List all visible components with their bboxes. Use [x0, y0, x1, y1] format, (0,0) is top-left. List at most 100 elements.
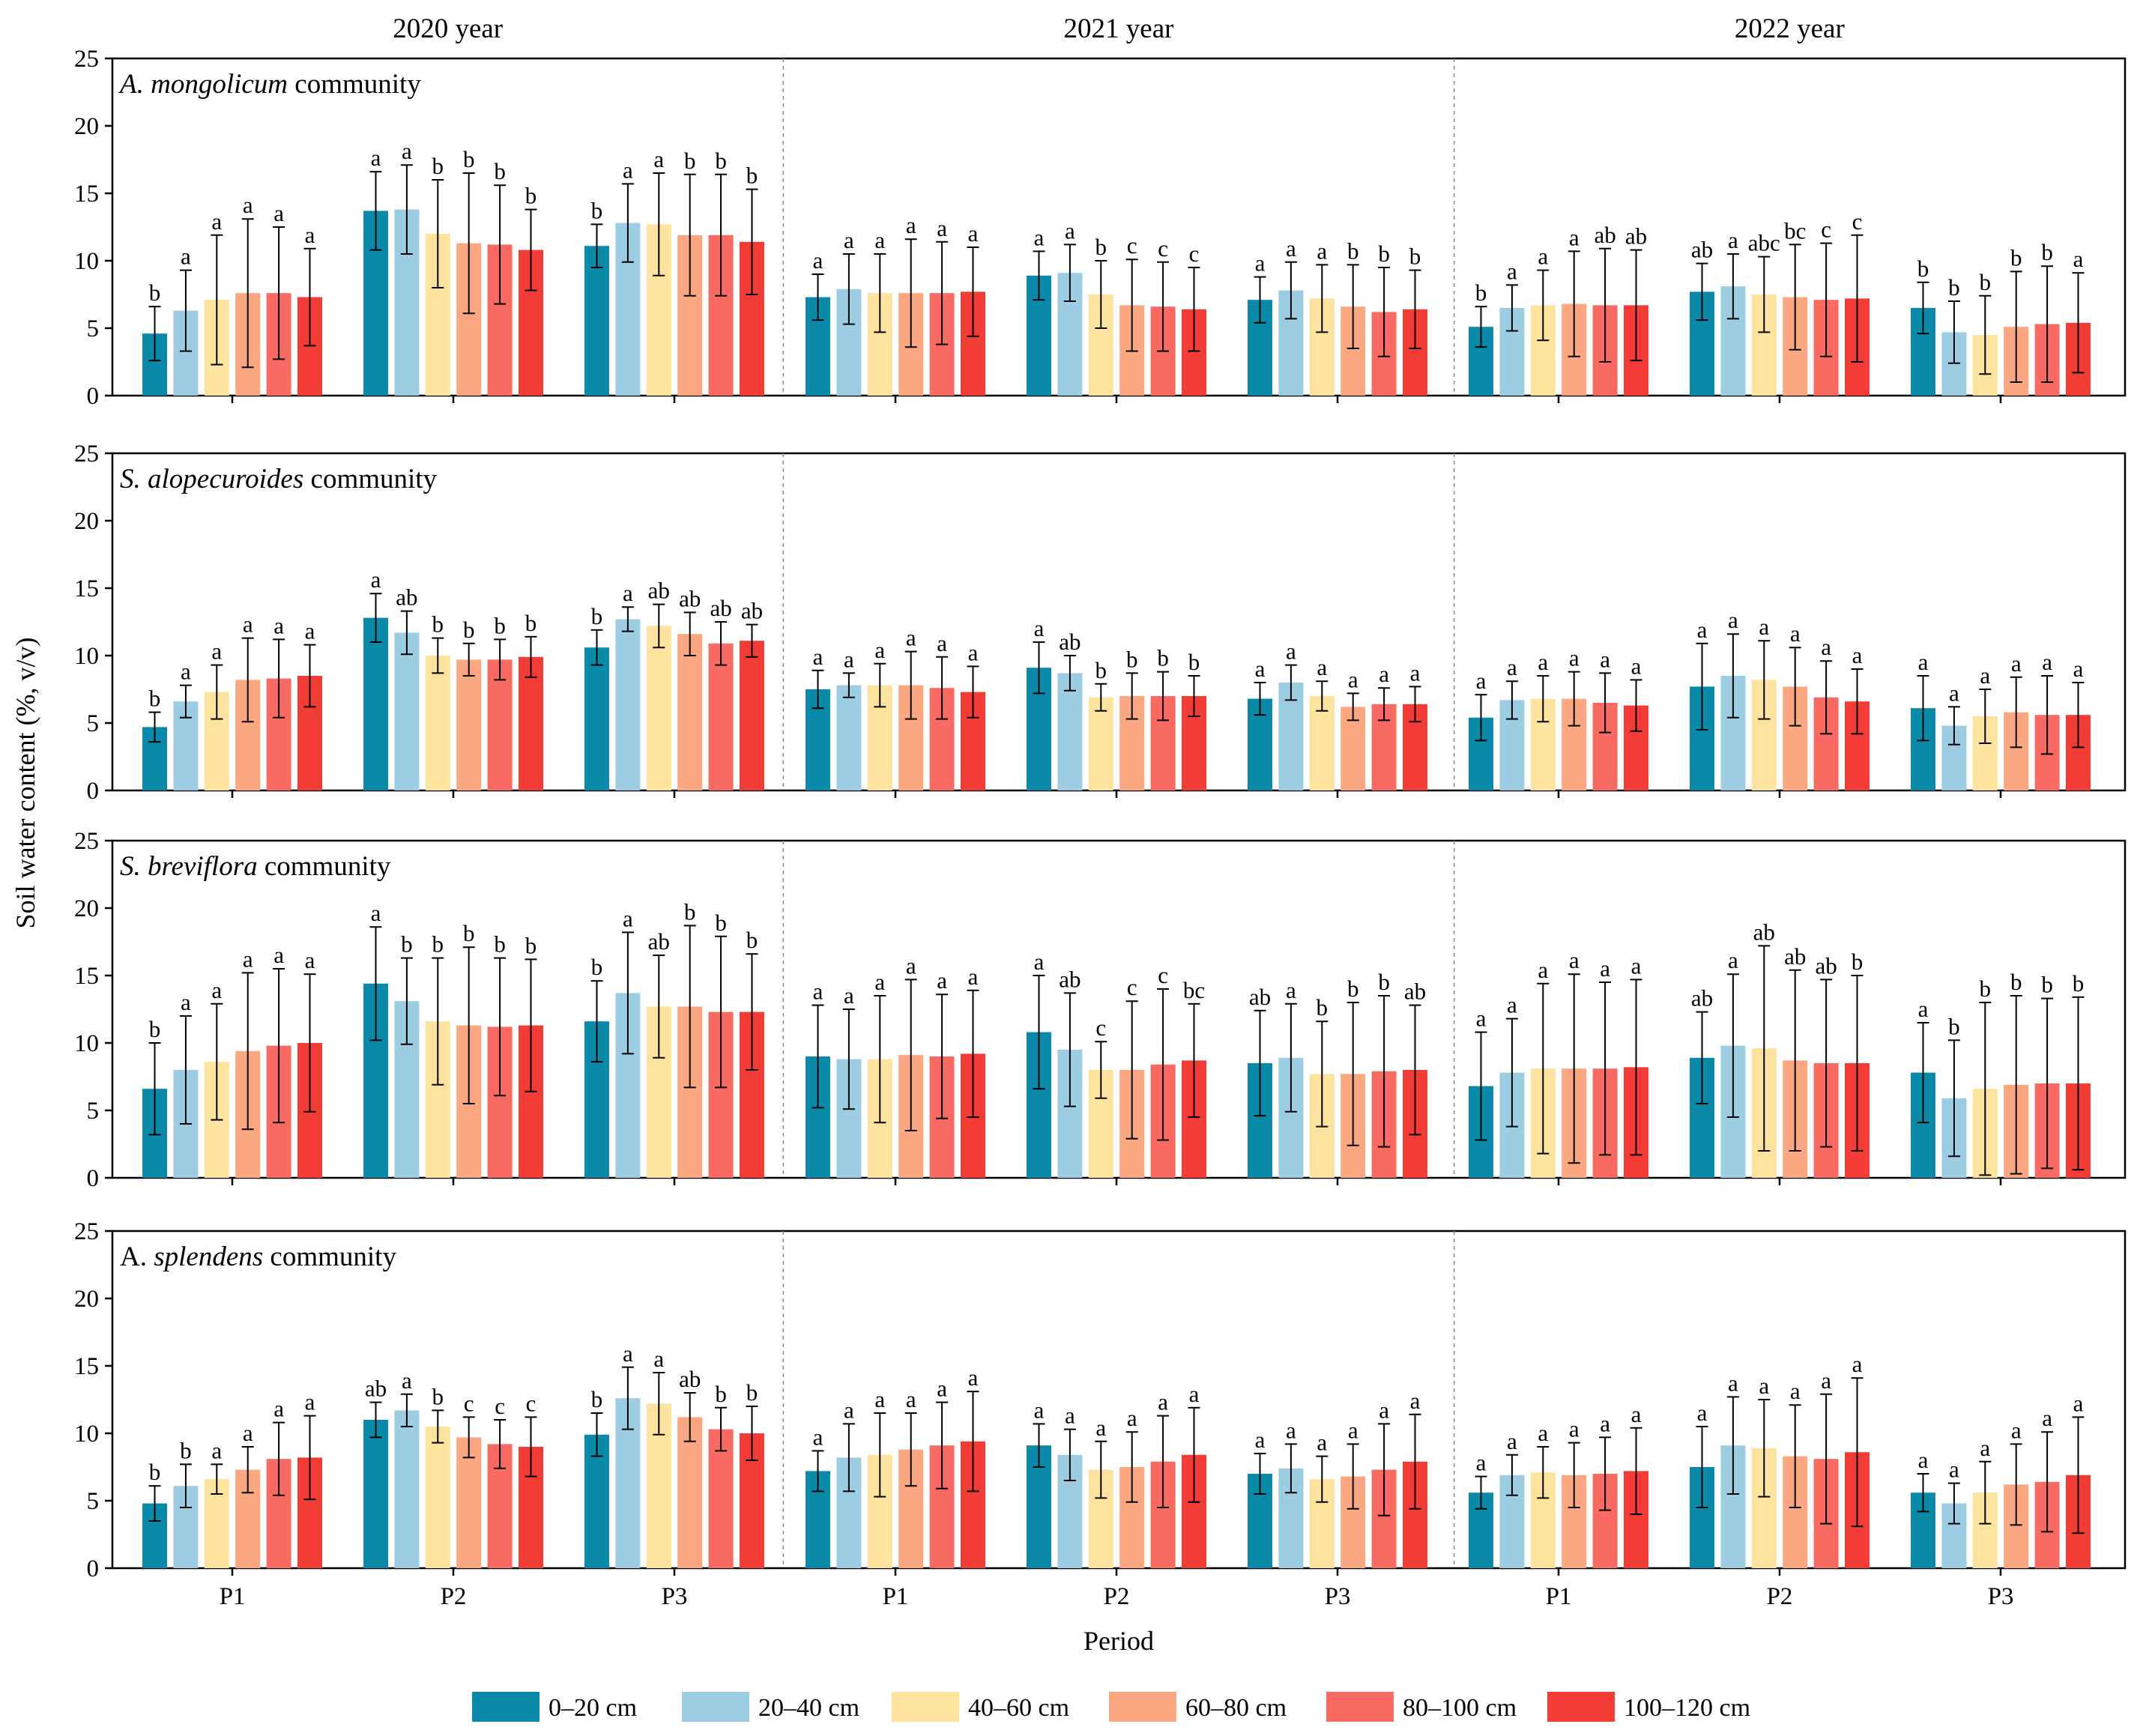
significance-letter: ab	[1691, 985, 1713, 1011]
significance-letter: a	[874, 637, 885, 663]
significance-letter: a	[371, 145, 381, 171]
significance-letter: b	[401, 931, 413, 958]
panel-title-species: S. alopecuroides	[120, 464, 303, 495]
panel-frame	[111, 839, 2127, 1179]
y-tick-label: 25	[74, 1218, 99, 1245]
significance-letter: b	[1095, 657, 1107, 683]
significance-letter: a	[1728, 1370, 1738, 1396]
x-axis-title: Period	[1083, 1626, 1154, 1656]
x-tick-label: P3	[662, 1583, 688, 1610]
y-tick-label: 15	[74, 181, 99, 208]
y-tick-label: 0	[87, 383, 100, 410]
significance-letter: a	[1065, 1403, 1075, 1429]
legend-swatch	[892, 1692, 959, 1722]
significance-letter: a	[1949, 680, 1959, 706]
significance-letter: a	[1759, 1373, 1769, 1399]
significance-letter: a	[1348, 666, 1358, 692]
significance-letter: a	[2011, 650, 2022, 677]
bar	[425, 656, 450, 790]
significance-letter: a	[1286, 235, 1296, 261]
y-tick-label: 0	[87, 1555, 100, 1582]
significance-letter: a	[2042, 649, 2052, 675]
significance-letter: b	[591, 1386, 603, 1412]
significance-letter: a	[1631, 1401, 1642, 1427]
significance-letter: ab	[1059, 966, 1080, 992]
significance-letter: a	[181, 659, 191, 685]
significance-letter: a	[211, 638, 222, 665]
panel-title: S. breviflora community	[120, 851, 391, 882]
significance-letter: a	[653, 1346, 664, 1372]
significance-letter: a	[1728, 947, 1738, 973]
significance-letter: a	[1728, 607, 1738, 633]
significance-letter: b	[1409, 244, 1421, 270]
significance-letter: a	[211, 977, 222, 1003]
significance-letter: a	[1317, 238, 1327, 264]
significance-letter: a	[623, 1340, 633, 1367]
significance-letter: c	[1095, 1014, 1106, 1041]
significance-letter: a	[1317, 654, 1327, 680]
legend-swatch	[1547, 1692, 1615, 1722]
significance-letter: a	[844, 982, 854, 1008]
significance-letter: ab	[679, 585, 701, 611]
significance-letter: c	[1158, 235, 1168, 261]
x-tick-label: P2	[1104, 1583, 1130, 1610]
significance-letter: b	[463, 617, 475, 643]
significance-letter: a	[1852, 642, 1863, 668]
panel-title-suffix: community	[303, 464, 437, 495]
significance-letter: a	[1631, 952, 1642, 979]
significance-letter: ab	[1753, 919, 1775, 945]
y-tick-label: 20	[74, 895, 99, 922]
significance-letter: c	[464, 1390, 474, 1416]
x-tick-label: P2	[441, 1583, 467, 1610]
significance-letter: a	[844, 646, 854, 672]
significance-letter: b	[1378, 969, 1390, 995]
significance-letter: a	[243, 611, 253, 638]
significance-letter: a	[623, 580, 633, 606]
legend-swatch	[682, 1692, 749, 1722]
legend-swatch	[1326, 1692, 1394, 1722]
significance-letter: b	[494, 931, 506, 958]
significance-letter: a	[2073, 656, 2084, 682]
significance-letter: a	[305, 1389, 315, 1415]
legend-swatch	[472, 1692, 539, 1722]
significance-letter: a	[1095, 1415, 1106, 1441]
significance-letter: b	[463, 920, 475, 946]
significance-letter: ab	[1815, 952, 1837, 979]
significance-letter: a	[1286, 977, 1296, 1003]
x-tick-label: P3	[1988, 1583, 2014, 1610]
significance-letter: a	[1348, 1417, 1358, 1443]
y-tick-label: 25	[74, 46, 99, 73]
significance-letter: ab	[1784, 943, 1806, 970]
y-tick-label: 15	[74, 1353, 99, 1380]
significance-letter: a	[305, 947, 315, 973]
significance-letter: a	[937, 215, 947, 241]
bar	[584, 246, 609, 396]
significance-letter: b	[1347, 976, 1359, 1002]
x-tick-label: P1	[220, 1583, 246, 1610]
significance-letter: a	[2011, 1417, 2022, 1443]
significance-letter: ab	[1059, 629, 1080, 655]
x-tick-label: P1	[883, 1583, 909, 1610]
significance-letter: b	[1980, 269, 1992, 295]
significance-letter: a	[305, 618, 315, 644]
significance-letter: a	[273, 1396, 284, 1422]
bar	[394, 632, 420, 790]
significance-letter: a	[1379, 661, 1389, 687]
significance-letter: b	[1852, 949, 1864, 975]
significance-letter: a	[968, 1364, 979, 1391]
significance-letter: a	[1255, 1427, 1266, 1453]
significance-letter: a	[906, 1386, 916, 1412]
significance-letter: b	[432, 1383, 444, 1409]
bar	[363, 617, 388, 790]
significance-letter: a	[1569, 224, 1580, 250]
y-tick-label: 10	[74, 1421, 99, 1448]
bar	[394, 1410, 420, 1568]
significance-letter: a	[1600, 646, 1610, 672]
significance-letter: a	[1476, 1005, 1487, 1032]
significance-letter: a	[1569, 1416, 1580, 1442]
bar	[456, 659, 482, 790]
significance-letter: a	[937, 630, 947, 656]
y-tick-label: 15	[74, 963, 99, 990]
